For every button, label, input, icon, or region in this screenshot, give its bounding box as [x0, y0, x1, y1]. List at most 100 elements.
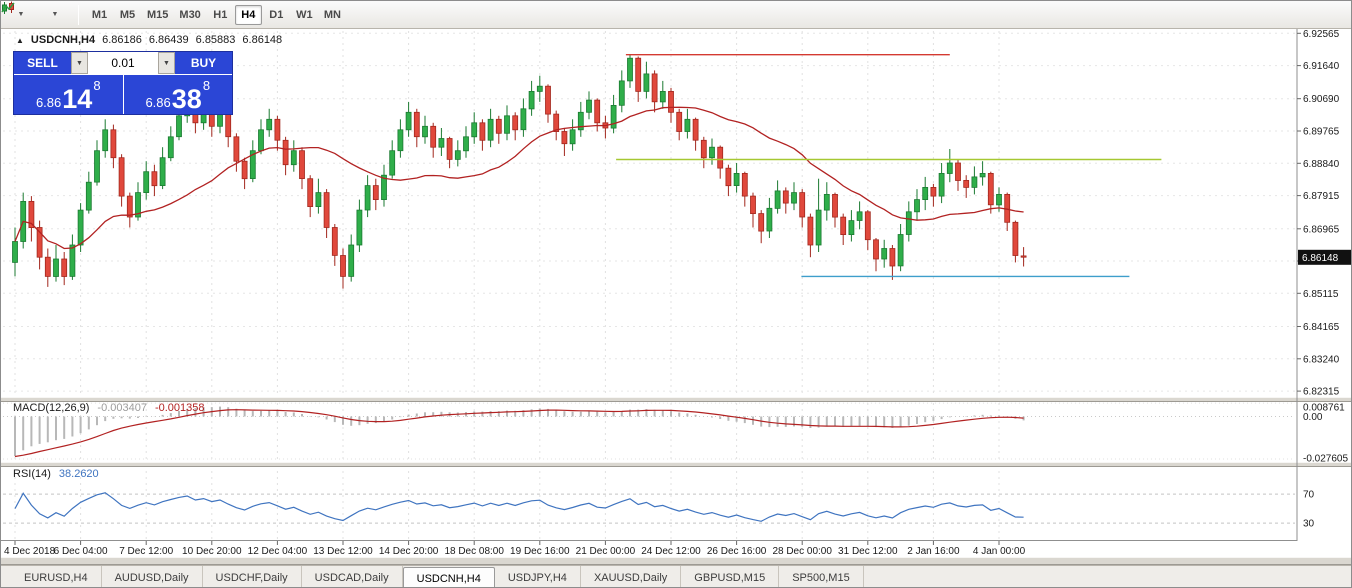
- svg-text:13 Dec 12:00: 13 Dec 12:00: [313, 546, 373, 557]
- open-value: 6.86186: [102, 34, 142, 46]
- chart-tab-usdcad-daily[interactable]: USDCAD,Daily: [302, 566, 403, 587]
- svg-text:26 Dec 16:00: 26 Dec 16:00: [707, 546, 767, 557]
- rsi-value: 38.2620: [58, 468, 99, 480]
- svg-text:4 Dec 2018: 4 Dec 2018: [4, 546, 56, 557]
- rsi-indicator-label: RSI(14) 38.2620: [13, 468, 99, 480]
- svg-text:21 Dec 00:00: 21 Dec 00:00: [576, 546, 636, 557]
- chart-tabs-bar: EURUSD,H4 AUDUSD,Daily USDCHF,Daily USDCAD,…: [1, 565, 1351, 587]
- toolbar-separator: [78, 4, 79, 25]
- chart-tab-audusd-daily[interactable]: AUDUSD,Daily: [102, 566, 203, 587]
- macd-indicator-label: MACD(12,26,9) -0.003407 -0.001358: [13, 402, 205, 414]
- timeframe-button-h4[interactable]: H4: [234, 4, 262, 25]
- bid-prefix: 6.86: [35, 95, 62, 110]
- timeframe-button-m1[interactable]: M1: [86, 5, 113, 25]
- svg-text:0.008761: 0.008761: [1303, 403, 1345, 414]
- bid-price-display: 6.86 14 8: [14, 75, 123, 114]
- timeframe-buttons: M1 M5 M15 M30 H1 H4 D1 W1 MN: [86, 4, 346, 25]
- one-click-trading-panel: SELL ▼ ▼ BUY 6.86 14 8 6.86 38 8: [13, 51, 233, 115]
- ask-prefix: 6.86: [145, 95, 171, 110]
- svg-text:6.90690: 6.90690: [1303, 94, 1340, 105]
- svg-text:6.84165: 6.84165: [1303, 322, 1340, 333]
- svg-text:6.87915: 6.87915: [1303, 191, 1340, 202]
- line-study-icon: [1, 2, 15, 13]
- ask-point: 8: [202, 78, 211, 93]
- current-price-badge: [1298, 249, 1351, 265]
- svg-text:18 Dec 08:00: 18 Dec 08:00: [444, 546, 504, 557]
- svg-text:12 Dec 04:00: 12 Dec 04:00: [248, 546, 308, 557]
- panel-splitter[interactable]: [1, 462, 1352, 467]
- low-value: 6.85883: [195, 34, 236, 46]
- timeframe-button-h1[interactable]: H1: [207, 5, 234, 25]
- svg-text:6.83240: 6.83240: [1303, 354, 1340, 365]
- svg-text:14 Dec 20:00: 14 Dec 20:00: [379, 546, 439, 557]
- svg-text:24 Dec 12:00: 24 Dec 12:00: [641, 546, 701, 557]
- price-axis[interactable]: 6.92565 6.91640 6.90690 6.89765 6.88840 6.879…: [1297, 29, 1340, 398]
- chart-tab-sp500-m15[interactable]: SP500,M15: [779, 566, 864, 587]
- svg-text:6.88840: 6.88840: [1303, 159, 1340, 170]
- sell-button[interactable]: SELL: [14, 52, 71, 74]
- chart-symbol-period: USDCNH,H4: [30, 34, 96, 46]
- panel-splitter[interactable]: [1, 397, 1352, 402]
- svg-text:2 Jan 16:00: 2 Jan 16:00: [907, 546, 960, 557]
- timeframe-button-m30[interactable]: M30: [174, 5, 205, 25]
- timeframe-button-w1[interactable]: W1: [291, 5, 318, 25]
- svg-text:28 Dec 00:00: 28 Dec 00:00: [772, 546, 832, 557]
- moving-average-line: [14, 106, 1024, 250]
- sell-dropdown-button[interactable]: ▼: [71, 52, 88, 74]
- svg-text:31 Dec 12:00: 31 Dec 12:00: [838, 546, 898, 557]
- chart-tab-xauusd-daily[interactable]: XAUUSD,Daily: [581, 566, 682, 587]
- timeframe-button-mn[interactable]: MN: [319, 5, 346, 25]
- timeframe-button-d1[interactable]: D1: [263, 5, 290, 25]
- chart-tab-usdjpy-h4[interactable]: USDJPY,H4: [495, 566, 581, 587]
- close-value: 6.86148: [242, 34, 283, 46]
- svg-text:6.91640: 6.91640: [1303, 61, 1340, 72]
- chevron-down-icon: ▼: [76, 59, 83, 67]
- lot-size-input[interactable]: [88, 52, 158, 74]
- chart-marker-icon: ▲: [16, 35, 24, 45]
- macd-value: -0.003407: [97, 402, 147, 414]
- buy-button[interactable]: BUY: [175, 52, 232, 74]
- svg-text:6.85115: 6.85115: [1303, 289, 1339, 300]
- svg-text:7 Dec 12:00: 7 Dec 12:00: [119, 546, 173, 557]
- chart-tab-usdcnh-h4[interactable]: USDCNH,H4: [402, 567, 495, 587]
- svg-text:70: 70: [1303, 490, 1315, 501]
- macd-signal-line: [14, 409, 1024, 458]
- bid-point: 8: [93, 78, 101, 93]
- high-value: 6.86439: [148, 34, 189, 46]
- rsi-name: RSI(14): [13, 468, 51, 480]
- svg-text:4 Jan 00:00: 4 Jan 00:00: [973, 546, 1026, 557]
- timeframe-button-m5[interactable]: M5: [114, 5, 141, 25]
- macd-name: MACD(12,26,9): [13, 402, 90, 414]
- macd-signal-value: -0.001358: [154, 402, 205, 414]
- svg-text:6.89765: 6.89765: [1303, 127, 1340, 138]
- chart-tab-eurusd-h4[interactable]: EURUSD,H4: [11, 566, 102, 587]
- rsi-line: [14, 492, 1024, 522]
- bid-pips: 14: [62, 84, 93, 115]
- svg-text:19 Dec 16:00: 19 Dec 16:00: [510, 546, 570, 557]
- chart-tools-button[interactable]: ▼: [1, 2, 71, 26]
- chart-tab-usdchf-daily[interactable]: USDCHF,Daily: [203, 566, 302, 587]
- toolbar: ▼ ▼ M1 M5 M15 M30 H1 H4 D1 W1 MN: [1, 1, 1351, 29]
- chart-tab-gbpusd-m15[interactable]: GBPUSD,M15: [681, 566, 780, 587]
- chevron-down-icon: ▼: [163, 59, 170, 67]
- lot-spinner-button[interactable]: ▼: [158, 52, 175, 74]
- timeframe-button-m15[interactable]: M15: [142, 5, 173, 25]
- svg-text:-0.027605: -0.027605: [1303, 454, 1348, 465]
- svg-text:6.86965: 6.86965: [1303, 224, 1340, 235]
- svg-text:0.00: 0.00: [1303, 412, 1323, 423]
- ask-pips: 38: [171, 84, 202, 115]
- ask-price-display: 6.86 38 8: [122, 75, 233, 115]
- svg-text:6 Dec 04:00: 6 Dec 04:00: [54, 546, 108, 557]
- svg-text:6.86148: 6.86148: [1302, 253, 1339, 264]
- svg-text:30: 30: [1303, 519, 1315, 530]
- svg-text:6.82315: 6.82315: [1303, 387, 1340, 398]
- chart-ohlc-readout: ▲ USDCNH,H4 6.86186 6.86439 6.85883 6.86…: [16, 34, 282, 46]
- chevron-down-icon: ▼: [17, 11, 25, 18]
- svg-text:10 Dec 20:00: 10 Dec 20:00: [182, 546, 242, 557]
- chevron-down-icon: ▼: [51, 11, 59, 18]
- panel-splitter[interactable]: [1, 557, 1352, 565]
